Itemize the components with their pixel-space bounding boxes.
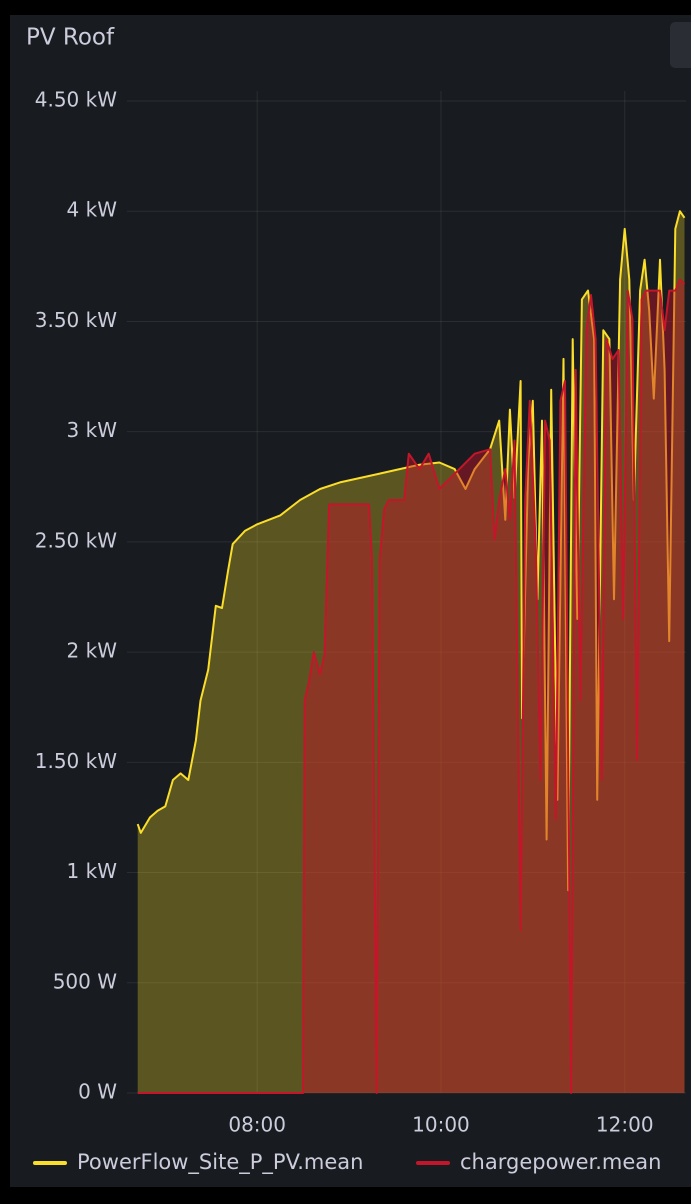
y-tick-label: 0 W: [78, 1080, 117, 1104]
chart-title: PV Roof: [26, 25, 115, 51]
legend-label: PowerFlow_Site_P_PV.mean: [77, 1150, 363, 1175]
y-tick-label: 1.50 kW: [35, 749, 117, 773]
y-tick-label: 2 kW: [67, 639, 118, 663]
x-tick-label: 12:00: [596, 1113, 654, 1137]
series-line: [137, 278, 686, 1094]
series-area: [137, 279, 685, 1094]
series-area: [137, 211, 685, 1093]
y-tick-label: 4 kW: [67, 198, 118, 222]
y-tick-label: 3.50 kW: [35, 308, 117, 332]
legend-label: chargepower.mean: [460, 1150, 661, 1174]
y-tick-label: 4.50 kW: [35, 88, 117, 112]
bottom-bar: [0, 1187, 691, 1200]
y-tick-label: 1 kW: [67, 859, 118, 883]
y-tick-label: 2.50 kW: [35, 528, 117, 552]
y-tick-label: 3 kW: [67, 418, 118, 442]
y-tick-label: 500 W: [53, 969, 118, 993]
x-tick-label: 10:00: [412, 1113, 470, 1137]
x-tick-label: 08:00: [228, 1113, 286, 1137]
panel-menu[interactable]: [670, 22, 691, 68]
series-line: [136, 210, 686, 892]
